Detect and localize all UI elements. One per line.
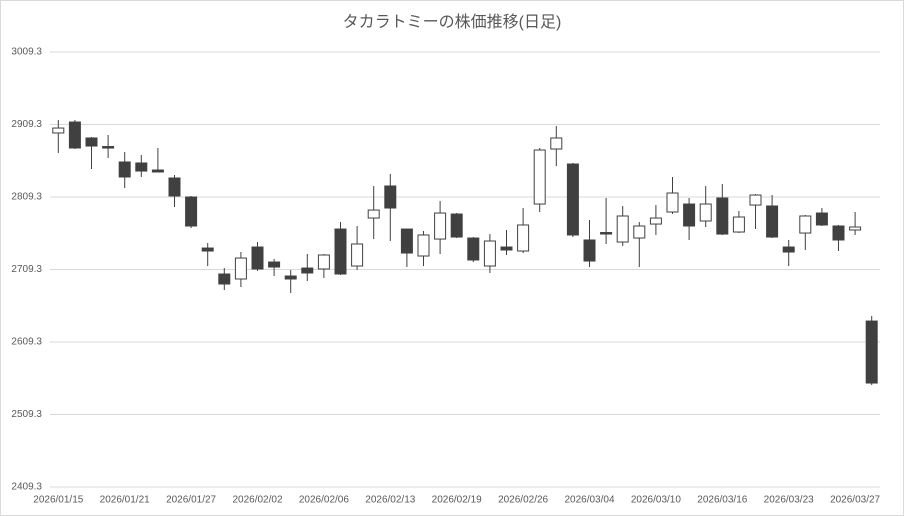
candle-body <box>633 225 646 239</box>
candle-body <box>500 246 513 251</box>
candle-body <box>234 257 247 280</box>
candle-body <box>583 239 596 262</box>
candle-body <box>151 169 164 173</box>
candle-body <box>683 203 696 227</box>
x-tick-label: 2026/02/26 <box>498 495 548 506</box>
x-tick-label: 2026/03/10 <box>631 495 681 506</box>
y-tick-label: 2809.3 <box>11 192 42 203</box>
candle-body <box>533 149 546 205</box>
candle-body <box>732 216 745 233</box>
candle-body <box>400 228 413 254</box>
candle-body <box>483 240 496 267</box>
x-tick-label: 2026/01/21 <box>100 495 150 506</box>
candle-body <box>616 215 629 243</box>
y-tick-label: 2509.3 <box>11 409 42 420</box>
candle-body <box>666 192 679 213</box>
candle-body <box>417 234 430 257</box>
candle-body <box>52 127 65 134</box>
candle-body <box>865 320 878 384</box>
x-tick-label: 2026/03/04 <box>564 495 614 506</box>
candle-body <box>118 161 131 178</box>
candle-body <box>384 185 397 209</box>
candle-body <box>68 121 81 149</box>
x-tick-label: 2026/03/16 <box>697 495 747 506</box>
candle-body <box>815 212 828 226</box>
x-tick-label: 2026/02/06 <box>299 495 349 506</box>
candle-body <box>766 205 779 238</box>
candle-body <box>566 163 579 236</box>
candle-body <box>467 237 480 261</box>
candle-body <box>218 273 231 285</box>
y-tick-label: 2409.3 <box>11 482 42 493</box>
candle-body <box>600 232 613 235</box>
chart-title: タカラトミーの株価推移(日足) <box>343 13 562 31</box>
x-tick-label: 2026/02/02 <box>232 495 282 506</box>
candle-body <box>849 226 862 231</box>
y-tick-label: 2709.3 <box>11 264 42 275</box>
candle-body <box>799 215 812 234</box>
candle-body <box>450 213 463 238</box>
candle-body <box>832 225 845 241</box>
candle-body <box>517 224 530 252</box>
y-tick-label: 2909.3 <box>11 119 42 130</box>
x-tick-label: 2026/03/27 <box>830 495 880 506</box>
candle-body <box>782 246 795 253</box>
x-tick-label: 2026/02/19 <box>432 495 482 506</box>
candle-body <box>334 228 347 275</box>
candle-body <box>367 209 380 219</box>
x-tick-label: 2026/03/23 <box>764 495 814 506</box>
candle-body <box>699 203 712 222</box>
candle-body <box>135 162 148 172</box>
candle-body <box>649 217 662 225</box>
y-tick-label: 3009.3 <box>11 47 42 58</box>
candle-body <box>251 246 264 270</box>
candle-body <box>85 137 98 147</box>
x-tick-label: 2026/01/15 <box>33 495 83 506</box>
candle-body <box>301 267 314 274</box>
candle-body <box>351 243 364 267</box>
candle-body <box>284 275 297 280</box>
candle-body <box>434 212 447 240</box>
candle-body <box>268 261 281 268</box>
candle-body <box>550 137 563 150</box>
candle-body <box>716 197 729 235</box>
candle-body <box>185 196 198 227</box>
x-tick-label: 2026/02/13 <box>365 495 415 506</box>
candle-body <box>102 146 115 149</box>
candle-body <box>168 177 181 197</box>
candle-body <box>749 194 762 206</box>
y-tick-label: 2609.3 <box>11 337 42 348</box>
candle-body <box>317 254 330 270</box>
x-tick-label: 2026/01/27 <box>166 495 216 506</box>
candle-body <box>201 247 214 252</box>
